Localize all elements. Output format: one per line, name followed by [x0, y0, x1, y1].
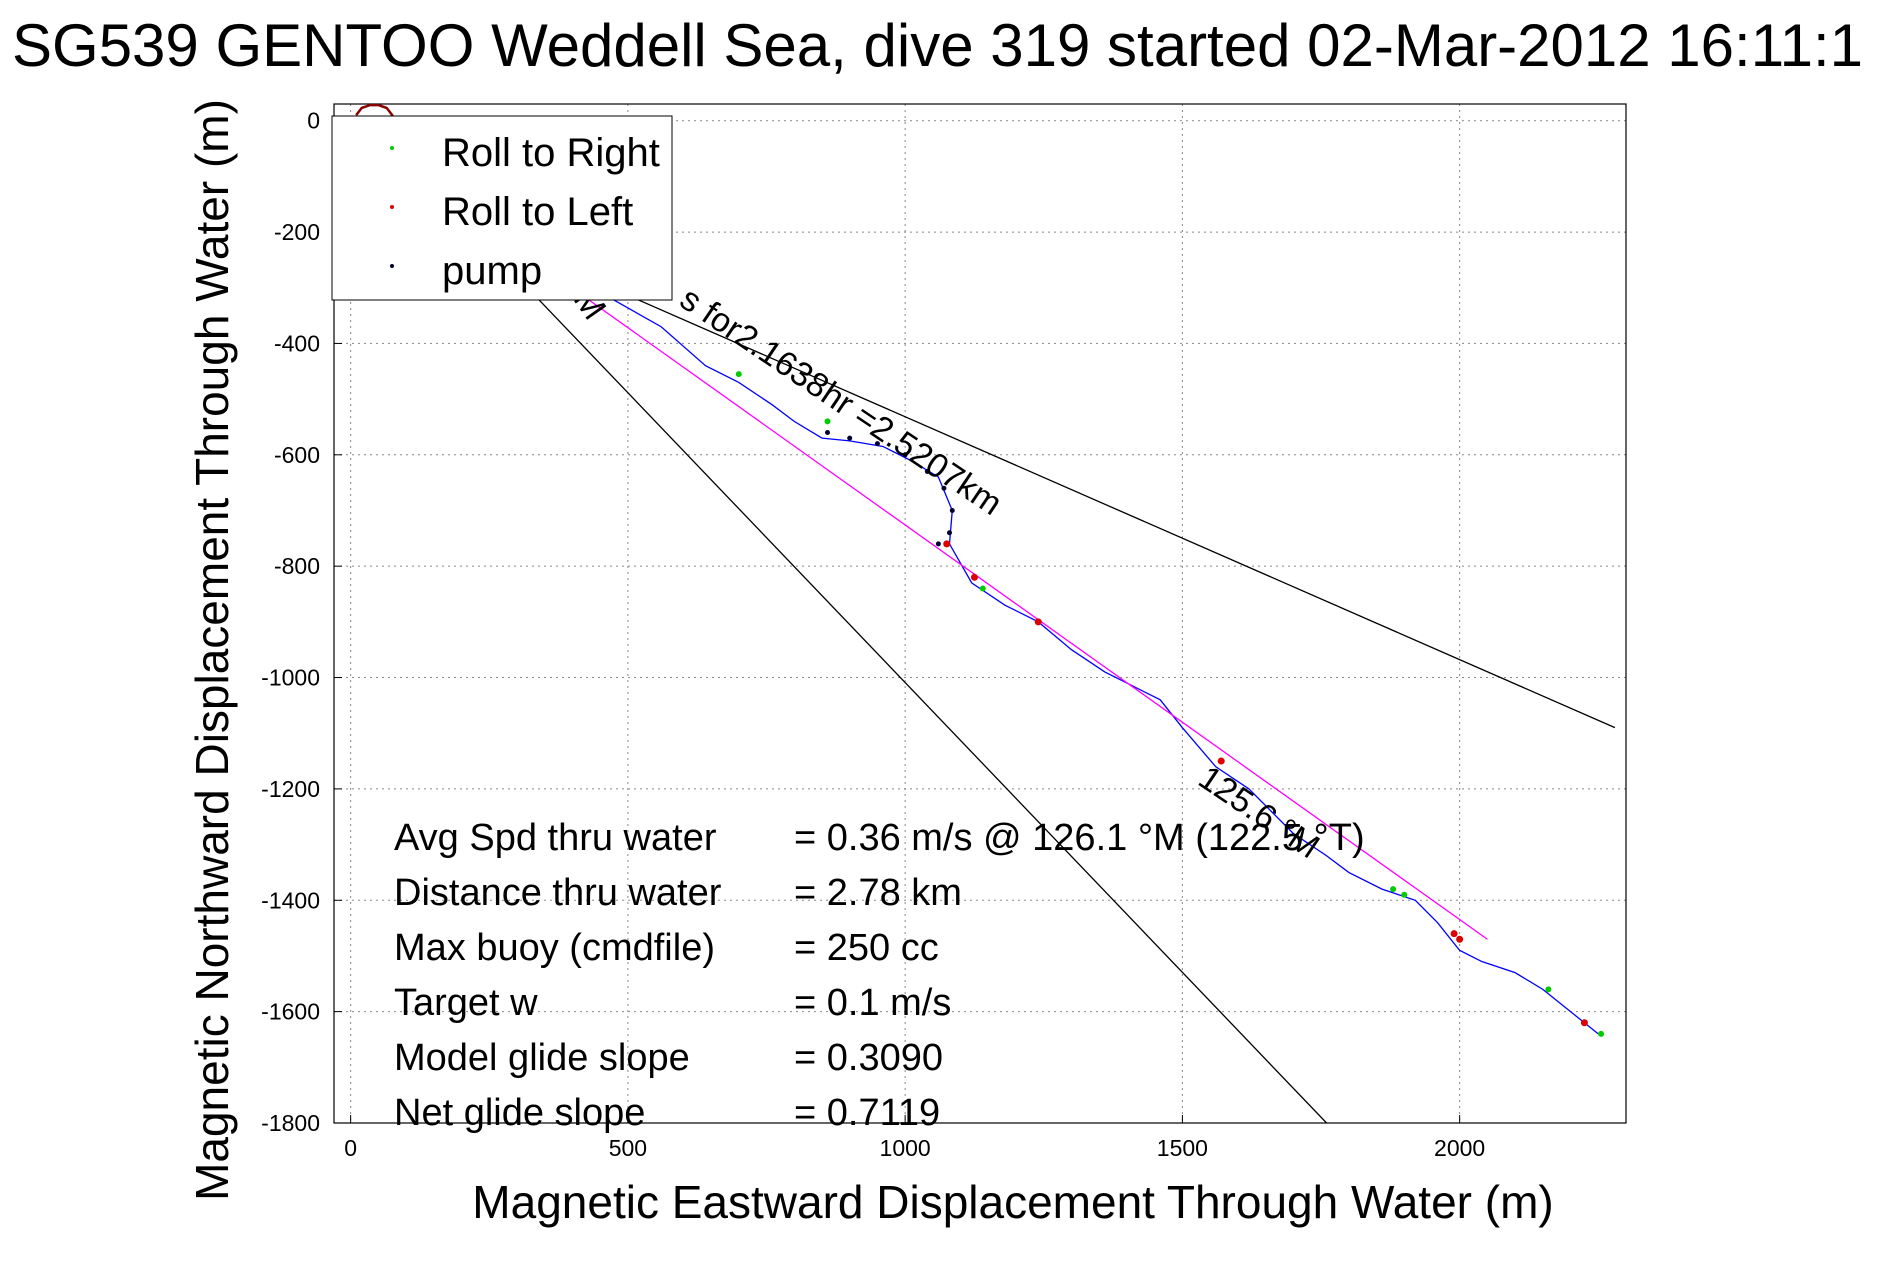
legend-marker [390, 146, 394, 150]
roll-right-point [1598, 1030, 1605, 1037]
stat-value: = 0.1 m/s [794, 982, 951, 1024]
stat-label: Net glide slope [394, 1092, 645, 1134]
series-track [488, 231, 1599, 1035]
x-tick-label: 2000 [1434, 1135, 1485, 1161]
legend-entry-label: pump [442, 249, 542, 293]
y-tick-label: -1200 [261, 776, 320, 802]
pump-point [949, 507, 955, 513]
stat-label: Avg Spd thru water [394, 817, 717, 859]
data-layer [355, 104, 1616, 1123]
roll-left-point [943, 540, 951, 548]
series-envelope-upper [572, 270, 1616, 729]
legend-entry-label: Roll to Right [442, 131, 660, 175]
roll-right-point [1390, 886, 1397, 893]
roll-left-point [1034, 618, 1042, 626]
chart-title: SG539 GENTOO Weddell Sea, dive 319 start… [12, 12, 1863, 79]
stat-label: Distance thru water [394, 872, 722, 914]
stat-label: Target w [394, 982, 538, 1024]
pump-point [947, 530, 953, 536]
x-tick-label: 0 [344, 1135, 357, 1161]
x-tick-label: 500 [609, 1135, 647, 1161]
pump-point [941, 485, 947, 491]
y-tick-label: 0 [307, 108, 320, 134]
pump-point [847, 435, 853, 441]
y-tick-label: -1800 [261, 1110, 320, 1136]
series-surface-circle [355, 104, 397, 122]
pump-point [874, 441, 880, 447]
x-tick-label: 1500 [1157, 1135, 1208, 1161]
stat-value: = 250 cc [794, 927, 939, 969]
roll-left-point [1217, 757, 1225, 765]
pump-point [825, 430, 831, 436]
roll-left-point [1456, 935, 1464, 943]
stat-label: Max buoy (cmdfile) [394, 927, 715, 969]
stat-value: = 2.78 km [794, 872, 962, 914]
y-tick-label: -400 [274, 330, 320, 356]
y-axis-label: Magnetic Northward Displacement Through … [186, 99, 238, 1201]
y-tick-label: -600 [274, 442, 320, 468]
legend-entry-label: Roll to Left [442, 190, 633, 234]
roll-right-point [824, 418, 831, 425]
roll-right-point [1401, 891, 1408, 898]
stat-value: = 0.7119 [794, 1092, 940, 1134]
stat-value: = 0.36 m/s @ 126.1 °M (122.5 °T) [794, 817, 1365, 859]
roll-right-point [979, 585, 986, 592]
y-tick-label: -200 [274, 219, 320, 245]
stat-value: = 0.3090 [794, 1037, 943, 1079]
stat-label: Model glide slope [394, 1037, 690, 1079]
pump-point [924, 469, 930, 475]
roll-left-point [1580, 1019, 1588, 1027]
roll-left-point [1450, 930, 1458, 938]
track-annotation: s for2.1638hr =2.5207km [673, 280, 1008, 523]
pump-point [935, 541, 941, 547]
y-tick-label: -1000 [261, 665, 320, 691]
axes-box [333, 103, 1627, 1124]
x-axis-label: Magnetic Eastward Displacement Through W… [472, 1176, 1553, 1228]
x-tick-label: 1000 [880, 1135, 931, 1161]
y-tick-label: -800 [274, 553, 320, 579]
plot-area: 0 500 1000 1500 2000 0 -200 -400 -600 -800 -1000 -1… [261, 103, 1627, 1161]
legend-box [331, 115, 673, 301]
pump-point [902, 452, 908, 458]
legend-marker [390, 264, 394, 268]
roll-left-point [970, 573, 978, 581]
legend-marker [390, 205, 394, 209]
y-tick-label: -1600 [261, 999, 320, 1025]
y-tick-label: -1400 [261, 887, 320, 913]
series-course-line [516, 248, 1488, 940]
roll-right-point [735, 371, 742, 378]
series-envelope-lower [510, 270, 1328, 1123]
roll-right-point [1545, 986, 1552, 993]
